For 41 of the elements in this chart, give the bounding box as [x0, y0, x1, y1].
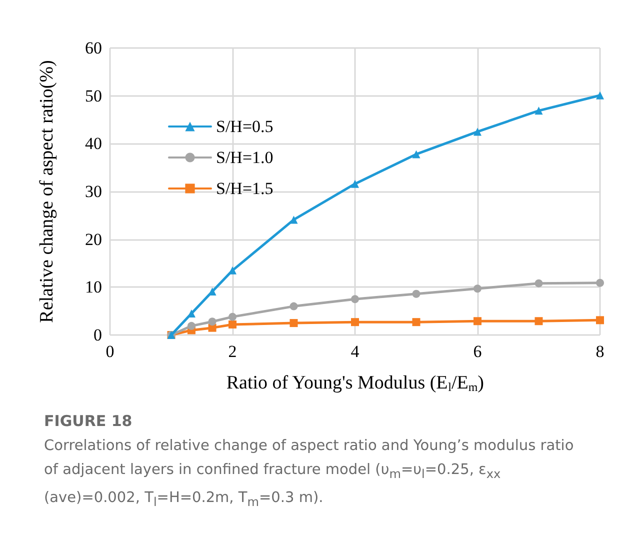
point	[290, 216, 298, 224]
point	[412, 290, 420, 298]
legend-label: S/H=1.5	[216, 179, 274, 198]
point	[412, 150, 420, 158]
y-tick-label: 50	[85, 86, 102, 106]
point	[351, 295, 359, 304]
point	[534, 106, 543, 115]
point	[474, 284, 482, 293]
y-tick-label: 30	[85, 182, 102, 201]
y-tick-label: 40	[85, 134, 102, 154]
point	[596, 278, 604, 287]
x-tick-label: 2	[228, 342, 237, 361]
point	[412, 318, 420, 326]
y-axis-title: Relative change of aspect ratio(%)	[36, 60, 58, 323]
point	[534, 317, 543, 326]
point	[290, 319, 298, 328]
x-tick-label: 0	[106, 342, 114, 361]
point	[534, 279, 543, 288]
point	[228, 266, 236, 274]
x-tick-label: 4	[350, 342, 360, 361]
text: Correlations of relative change of aspect ratio and Young’s modulus ratio of adjacent layers in confined fracture model (υ$_{m}$=υ$_{l}$=0.25, ε$_{xx}$ (ave)=0.002, T$_{l}$=H=0.2m, T$_{m}$=0.3 m).	[44, 438, 574, 509]
point	[187, 322, 196, 330]
y-tick-label: 10	[85, 278, 102, 297]
point	[208, 318, 216, 326]
y-tick-label: 0	[94, 326, 102, 344]
point	[290, 302, 298, 310]
x-tick-label: 8	[596, 342, 604, 361]
point	[596, 316, 604, 324]
point	[596, 91, 604, 100]
y-tick-label: 20	[85, 230, 102, 249]
point	[351, 318, 359, 326]
point	[228, 312, 236, 321]
x-tick-label: 6	[473, 342, 482, 361]
legend-label: S/H=1.0	[216, 148, 274, 167]
legend-label: S/H=0.5	[216, 117, 274, 136]
point	[474, 317, 482, 326]
y-tick-label: 60	[85, 38, 102, 58]
point	[228, 320, 236, 328]
point	[351, 180, 359, 188]
point	[474, 128, 482, 136]
caption: FIGURE 18	[44, 412, 134, 430]
